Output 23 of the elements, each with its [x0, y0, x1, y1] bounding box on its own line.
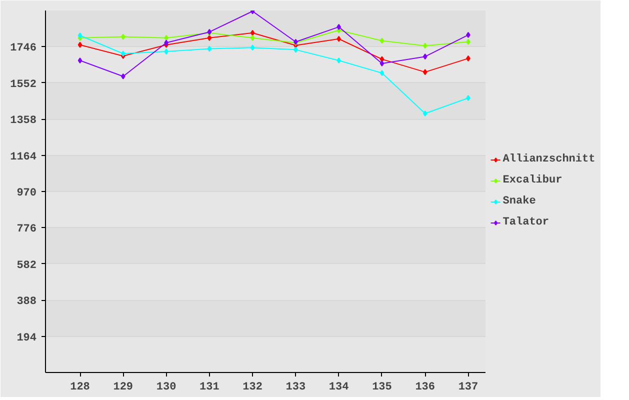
y-tick-label: 1552: [10, 78, 36, 91]
y-tick-label: 194: [16, 332, 37, 344]
legend-label: Excalibur: [502, 174, 562, 186]
legend-label: Snake: [502, 196, 536, 208]
y-tick-label: 1164: [10, 151, 37, 164]
x-tick-label: 132: [242, 382, 262, 394]
y-tick-label: 970: [16, 188, 37, 200]
legend-label: Talator: [502, 216, 550, 228]
y-tick-label: 388: [16, 296, 37, 308]
y-tick-label: 1358: [10, 115, 37, 128]
x-tick-label: 128: [70, 382, 90, 394]
y-tick-label: 582: [16, 260, 37, 272]
x-tick-label: 134: [328, 382, 350, 394]
legend-label: Allianzschnitt: [502, 154, 596, 166]
x-tick-label: 136: [415, 382, 436, 394]
y-tick-label: 1746: [10, 42, 36, 55]
x-tick-label: 131: [200, 382, 220, 394]
x-tick-label: 135: [372, 382, 392, 394]
y-tick-label: 776: [16, 224, 37, 236]
x-tick-label: 130: [156, 382, 176, 394]
x-tick-label: 137: [458, 382, 478, 394]
x-tick-label: 133: [286, 382, 306, 394]
x-tick-label: 129: [113, 382, 134, 394]
